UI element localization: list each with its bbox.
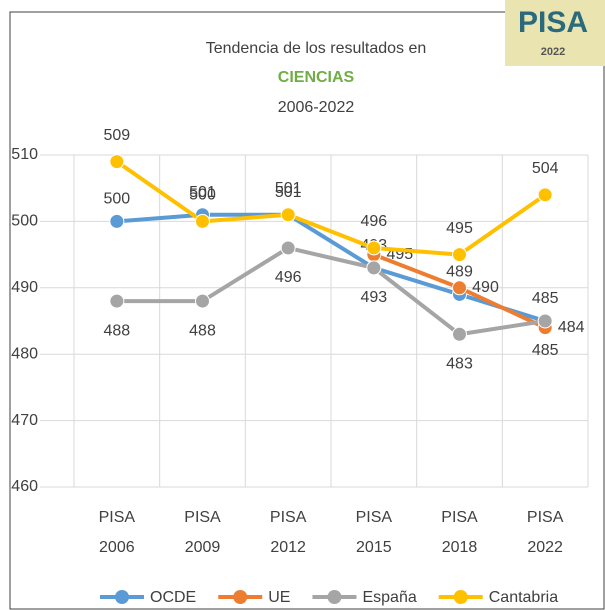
data-label: 509 bbox=[103, 127, 130, 144]
data-point bbox=[280, 240, 296, 256]
data-point bbox=[537, 313, 553, 329]
data-label: 485 bbox=[532, 342, 559, 359]
data-label: 490 bbox=[472, 279, 499, 296]
legend-label: España bbox=[362, 589, 416, 606]
legend-label: UE bbox=[268, 589, 290, 606]
data-label: 484 bbox=[558, 319, 585, 336]
logo-year: 2022 bbox=[541, 46, 565, 58]
y-tick-label: 480 bbox=[11, 345, 38, 362]
data-label: 495 bbox=[446, 220, 473, 237]
chart-subtitle: 2006-2022 bbox=[278, 99, 355, 116]
legend-label: Cantabria bbox=[489, 589, 558, 606]
data-label: 496 bbox=[360, 213, 387, 230]
data-point bbox=[537, 187, 553, 203]
y-tick-label: 490 bbox=[11, 279, 38, 296]
data-label: 496 bbox=[275, 269, 302, 286]
series-line bbox=[116, 245, 546, 337]
data-label: 504 bbox=[532, 160, 559, 177]
y-tick-label: 460 bbox=[11, 478, 38, 495]
logo-text: PISA bbox=[518, 6, 588, 39]
data-point bbox=[452, 247, 467, 263]
data-point bbox=[366, 240, 382, 256]
data-point bbox=[109, 154, 125, 170]
x-tick-label: PISA 2006 bbox=[99, 509, 136, 556]
data-point bbox=[280, 207, 296, 223]
x-tick-label: PISA 2009 bbox=[184, 509, 221, 556]
y-tick-label: 500 bbox=[11, 213, 38, 230]
data-label: 501 bbox=[275, 184, 302, 201]
logo: PISA 2022 bbox=[505, 0, 605, 66]
series-line bbox=[115, 159, 547, 257]
legend-marker bbox=[327, 590, 342, 604]
data-label: 488 bbox=[189, 322, 216, 339]
data-label: 483 bbox=[446, 355, 473, 372]
data-label: 485 bbox=[532, 290, 559, 307]
data-point bbox=[109, 293, 125, 309]
data-label: 493 bbox=[360, 289, 387, 306]
data-label: 500 bbox=[103, 191, 130, 208]
chart-title: Tendencia de los resultados en bbox=[206, 40, 427, 57]
data-point bbox=[109, 213, 125, 229]
legend-label: OCDE bbox=[150, 589, 196, 606]
x-tick-label: PISA 2022 bbox=[527, 509, 564, 556]
legend-marker bbox=[453, 590, 468, 604]
data-point bbox=[452, 326, 467, 342]
logo-box bbox=[505, 0, 605, 66]
data-point bbox=[452, 280, 467, 296]
y-tick-label: 470 bbox=[11, 412, 38, 429]
data-label: 500 bbox=[189, 187, 216, 204]
legend-marker bbox=[115, 590, 129, 604]
data-label: 489 bbox=[446, 264, 473, 281]
x-tick-label: PISA 2015 bbox=[356, 509, 393, 556]
data-label: 501 bbox=[275, 180, 302, 197]
series-line bbox=[116, 212, 546, 323]
data-label: 501 bbox=[189, 184, 216, 201]
data-label: 488 bbox=[103, 322, 130, 339]
data-point bbox=[195, 213, 210, 229]
y-tick-label: 510 bbox=[11, 146, 38, 163]
x-tick-label: PISA 2012 bbox=[270, 509, 307, 556]
data-point bbox=[366, 260, 382, 276]
legend-marker bbox=[233, 590, 248, 604]
data-point bbox=[195, 293, 210, 309]
x-tick-label: PISA 2018 bbox=[441, 509, 478, 556]
chart-subject: CIENCIAS bbox=[278, 69, 355, 86]
